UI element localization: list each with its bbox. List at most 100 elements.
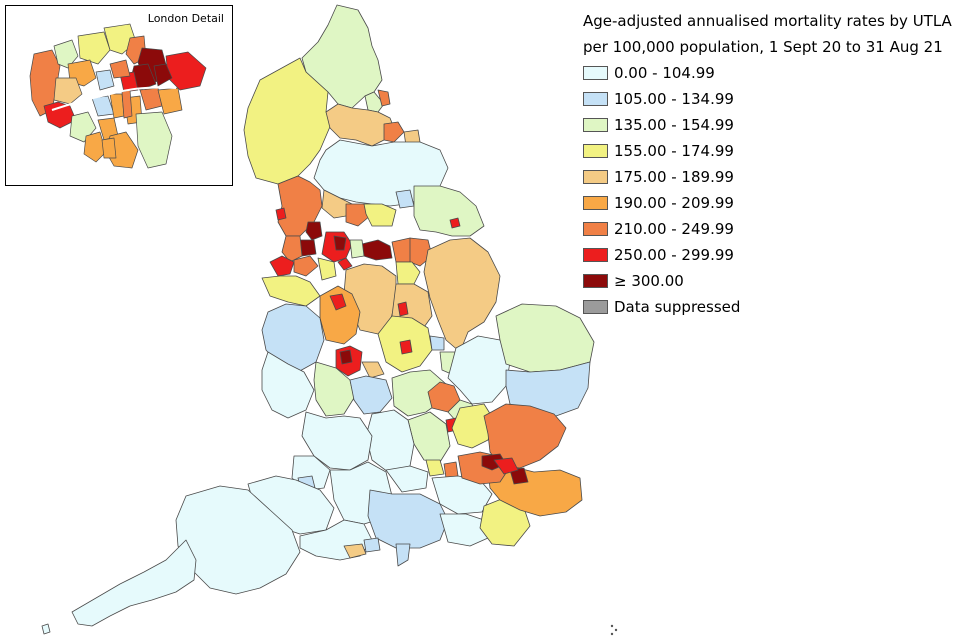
legend-label: ≥ 300.00	[614, 272, 684, 290]
region-isle-of-wight	[343, 543, 367, 559]
legend-swatch	[583, 118, 608, 132]
region-medway	[509, 467, 529, 485]
region-northumberland	[301, 4, 383, 109]
legend-items: 0.00 - 104.99 105.00 - 134.99 135.00 - 154…	[583, 60, 952, 320]
borough-sutton	[101, 137, 117, 159]
islands-dot-2	[614, 628, 618, 632]
region-worcestershire	[313, 361, 355, 417]
region-stoke	[329, 293, 347, 311]
london-detail-map	[29, 23, 207, 169]
region-lincolnshire	[423, 237, 501, 353]
region-oldham	[333, 235, 347, 251]
legend: Age-adjusted annualised mortality rates …	[583, 8, 952, 320]
region-cheshire	[261, 275, 321, 307]
region-east-riding	[413, 185, 485, 237]
borough-bexley	[157, 87, 183, 115]
region-essex	[483, 403, 567, 469]
legend-swatch	[583, 144, 608, 158]
legend-label: 175.00 - 189.99	[614, 168, 734, 186]
legend-swatch	[583, 170, 608, 184]
borough-barking	[153, 63, 173, 87]
region-oxfordshire	[365, 409, 415, 473]
legend-swatch	[583, 300, 608, 314]
legend-swatch	[583, 222, 608, 236]
legend-item: 105.00 - 134.99	[583, 86, 952, 112]
region-wigan	[281, 235, 303, 263]
legend-item: 0.00 - 104.99	[583, 60, 952, 86]
region-blackpool	[275, 207, 287, 221]
region-portsmouth	[395, 543, 411, 567]
region-calderdale	[349, 239, 365, 259]
legend-swatch	[583, 196, 608, 210]
borough-camden	[95, 69, 115, 91]
legend-title-line2: per 100,000 population, 1 Sept 20 to 31 …	[583, 38, 943, 56]
region-leicester	[399, 339, 413, 355]
region-sheffield	[395, 261, 421, 285]
region-teesside	[383, 121, 405, 143]
region-kent	[487, 465, 583, 517]
legend-item: 155.00 - 174.99	[583, 138, 952, 164]
region-west-sussex	[439, 513, 489, 547]
region-london-n	[493, 457, 519, 475]
region-hull	[449, 217, 461, 229]
borough-harrow	[53, 39, 79, 69]
region-leeds	[345, 203, 371, 227]
legend-label: 210.00 - 249.99	[614, 220, 734, 238]
region-bradford-core	[361, 239, 393, 261]
region-bolton	[299, 239, 317, 257]
region-sunderland	[377, 89, 391, 107]
region-norfolk	[495, 303, 595, 373]
region-gloucestershire	[301, 411, 373, 471]
london-detail-inset: London Detail	[5, 5, 233, 186]
region-cumbria	[243, 57, 333, 185]
legend-label: 250.00 - 299.99	[614, 246, 734, 264]
region-liverpool	[269, 255, 295, 277]
legend-swatch	[583, 66, 608, 80]
borough-bromley	[135, 111, 173, 169]
region-nottingham	[397, 301, 409, 317]
legend-title-line1: Age-adjusted annualised mortality rates …	[583, 12, 952, 30]
borough-hackney	[109, 59, 131, 79]
legend-item: ≥ 300.00	[583, 268, 952, 294]
islands-dot-1	[610, 624, 614, 628]
legend-label: 135.00 - 154.99	[614, 116, 734, 134]
borough-southwark	[121, 89, 133, 119]
borough-havering	[165, 51, 207, 91]
legend-item: 135.00 - 154.99	[583, 112, 952, 138]
region-tyne-wear	[364, 91, 385, 113]
inset-title: London Detail	[147, 12, 224, 25]
region-hampshire	[367, 489, 449, 549]
region-west-berkshire	[385, 465, 429, 493]
legend-label: 0.00 - 104.99	[614, 64, 715, 82]
region-buckinghamshire	[407, 411, 451, 463]
legend-label: 105.00 - 134.99	[614, 90, 734, 108]
legend-label: Data suppressed	[614, 298, 741, 316]
region-warwickshire	[349, 375, 393, 415]
region-hertfordshire	[451, 403, 495, 449]
region-suffolk	[505, 361, 591, 417]
legend-label: 155.00 - 174.99	[614, 142, 734, 160]
region-warrington	[293, 255, 319, 277]
legend-item: 175.00 - 189.99	[583, 164, 952, 190]
region-cambridgeshire	[447, 335, 511, 405]
region-bournemouth	[363, 537, 381, 553]
region-stockport	[317, 257, 337, 281]
islands-dot-3	[610, 632, 614, 636]
legend-label: 190.00 - 209.99	[614, 194, 734, 212]
region-staffordshire	[319, 285, 361, 345]
region-slough	[443, 461, 459, 479]
region-blackburn	[305, 221, 323, 241]
legend-swatch	[583, 274, 608, 288]
borough-ealing	[53, 77, 83, 105]
region-coventry	[361, 361, 385, 379]
region-scilly	[41, 623, 51, 635]
legend-swatch	[583, 92, 608, 106]
legend-item: Data suppressed	[583, 294, 952, 320]
region-kirklees-s	[337, 257, 353, 271]
region-herefordshire	[261, 351, 315, 419]
region-reading	[425, 459, 445, 477]
region-wolverhampton	[339, 349, 353, 365]
borough-kingston	[83, 131, 107, 163]
region-cornwall	[71, 539, 197, 627]
